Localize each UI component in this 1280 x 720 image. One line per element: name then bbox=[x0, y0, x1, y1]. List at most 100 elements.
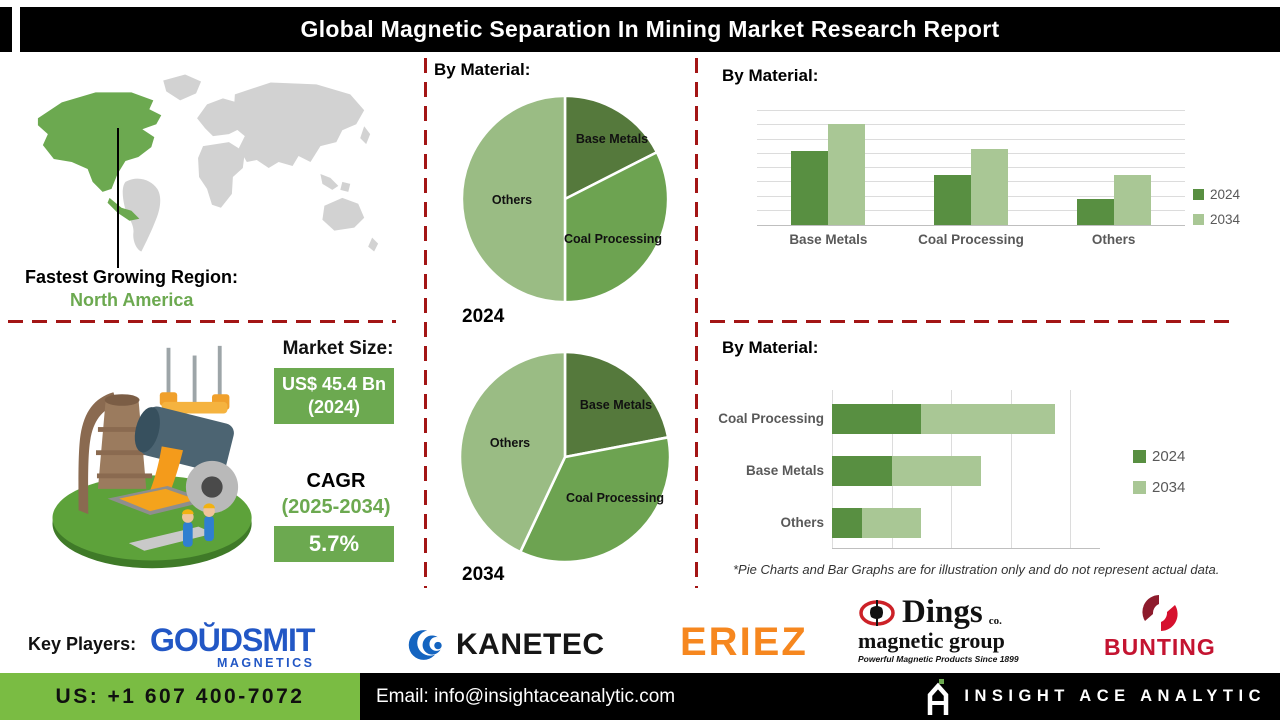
row-label: Base Metals bbox=[745, 463, 824, 478]
bar-segment-2034 bbox=[921, 404, 1056, 434]
dings-tagline: Powerful Magnetic Products Since 1899 bbox=[858, 654, 1019, 665]
footer-email-block: Email: info@insightaceanalytic.com bbox=[360, 673, 1280, 720]
bar-2024 bbox=[933, 175, 971, 225]
bar-track bbox=[832, 508, 1100, 538]
map-se-asia bbox=[320, 173, 339, 190]
world-map bbox=[37, 74, 379, 252]
hbar-chart-title: By Material: bbox=[722, 338, 819, 357]
market-size-label: Market Size: bbox=[282, 338, 394, 359]
column-chart-legend: 2024 2034 bbox=[1193, 187, 1240, 227]
pie-chart-2024: Base Metals Others Coal Processing bbox=[458, 92, 672, 306]
pie-2024-year-label: 2024 bbox=[462, 306, 505, 327]
legend-item-2034: 2034 bbox=[1193, 212, 1240, 227]
legend-swatch bbox=[1133, 481, 1146, 494]
goudsmit-sub-wordmark: MAGNETICS bbox=[216, 656, 315, 670]
legend-item-2024: 2024 bbox=[1193, 187, 1240, 202]
map-south-america bbox=[122, 178, 161, 252]
pie-2024-svg bbox=[460, 94, 670, 304]
bar-segment-2024 bbox=[832, 456, 892, 486]
key-players-label: Key Players: bbox=[28, 634, 137, 654]
map-north-america-highlight bbox=[37, 92, 162, 192]
bar-segment-2024 bbox=[832, 508, 862, 538]
page-title: Global Magnetic Separation In Mining Mar… bbox=[300, 16, 1000, 42]
market-size-year: (2024) bbox=[307, 397, 361, 417]
divider-right-horizontal bbox=[710, 320, 1234, 323]
bunting-wordmark: BUNTING bbox=[1104, 634, 1216, 660]
pie-slice-base-metals bbox=[563, 350, 670, 459]
pie-label-others: Others bbox=[491, 193, 533, 207]
bar-row-others: Others bbox=[702, 508, 1102, 538]
pie-slice-others bbox=[460, 94, 567, 304]
map-indonesia bbox=[340, 181, 351, 192]
map-new-zealand bbox=[368, 237, 379, 252]
mining-illustration bbox=[52, 345, 252, 569]
row-label: Others bbox=[780, 515, 824, 530]
map-japan bbox=[360, 126, 371, 145]
dings-co-label: co. bbox=[988, 615, 1002, 627]
divider-vertical-left bbox=[424, 58, 427, 588]
category-label: Base Metals bbox=[789, 232, 868, 247]
bar-2034 bbox=[828, 123, 866, 225]
pie-section-title: By Material: bbox=[434, 60, 531, 79]
market-size-value-box: US$ 45.4 Bn (2024) bbox=[274, 368, 394, 424]
legend-label: 2024 bbox=[1152, 448, 1186, 465]
legend-item-2034: 2034 bbox=[1133, 479, 1185, 496]
dings-sub-wordmark: magnetic group bbox=[858, 628, 1005, 653]
pie-label-base-metals: Base Metals bbox=[579, 398, 653, 412]
gridline bbox=[757, 138, 1185, 140]
map-asia bbox=[232, 82, 365, 168]
cagr-value-box: 5.7% bbox=[274, 526, 394, 562]
kanetec-wordmark: KANETEC bbox=[456, 628, 605, 661]
pie-label-coal-processing: Coal Processing bbox=[566, 491, 664, 505]
bar-segment-2034 bbox=[891, 456, 981, 486]
bar-segment-2034 bbox=[861, 508, 922, 538]
bar-2034 bbox=[970, 149, 1008, 225]
divider-left-horizontal bbox=[8, 320, 396, 323]
pie-slice-coal-processing bbox=[518, 436, 672, 564]
column-chart-plot-area bbox=[757, 110, 1185, 226]
logo-goudsmit-magnetics: GOŬDSMIT MAGNETICS bbox=[150, 622, 315, 670]
footer-phone: US: +1 607 400-7072 bbox=[55, 684, 305, 708]
market-size-value: US$ 45.4 Bn bbox=[281, 373, 387, 394]
pie-chart-2034: Base Metals Others Coal Processing bbox=[456, 348, 674, 566]
map-africa bbox=[198, 142, 245, 208]
column-chart-title: By Material: bbox=[722, 66, 819, 85]
gridline bbox=[757, 110, 1185, 111]
bar-row-base-metals: Base Metals bbox=[702, 456, 1102, 486]
category-label: Others bbox=[1091, 232, 1136, 247]
bar-2024 bbox=[1076, 199, 1114, 225]
logo-bunting: BUNTING bbox=[1104, 593, 1216, 661]
legend-label: 2024 bbox=[1210, 187, 1241, 202]
legend-swatch bbox=[1193, 214, 1204, 225]
goudsmit-wordmark: GOŬDSMIT bbox=[150, 622, 315, 658]
dings-magnet-icon bbox=[859, 599, 895, 626]
pie-label-coal-processing: Coal Processing bbox=[564, 232, 662, 246]
bar-group-others bbox=[1076, 111, 1151, 225]
hbar-chart-legend: 2024 2034 bbox=[1133, 448, 1185, 496]
cagr-value: 5.7% bbox=[308, 531, 360, 556]
pie-slice-base-metals bbox=[563, 94, 659, 201]
eriez-wordmark: ERIEZ bbox=[680, 620, 808, 664]
hbar-chart-rows: Coal Processing Base Metals Others bbox=[702, 390, 1102, 548]
bar-2034 bbox=[1113, 175, 1151, 225]
gridline bbox=[1070, 390, 1072, 548]
header-notch bbox=[0, 7, 12, 52]
pie-label-base-metals: Base Metals bbox=[575, 132, 649, 146]
cagr-label: CAGR bbox=[306, 470, 366, 492]
legend-item-2024: 2024 bbox=[1133, 448, 1185, 465]
map-central-america bbox=[107, 197, 140, 221]
bar-track bbox=[832, 404, 1100, 434]
gridline bbox=[757, 124, 1185, 126]
fastest-growing-region-value: North America bbox=[70, 290, 194, 310]
pie-2034-year-label: 2034 bbox=[462, 564, 505, 585]
category-label: Coal Processing bbox=[918, 232, 1024, 247]
legend-label: 2034 bbox=[1152, 479, 1186, 496]
disclaimer-note: *Pie Charts and Bar Graphs are for illus… bbox=[733, 562, 1220, 577]
footer-phone-block: US: +1 607 400-7072 bbox=[0, 673, 360, 720]
gridline bbox=[1010, 390, 1012, 548]
pie-2034-svg bbox=[458, 350, 672, 564]
map-australia bbox=[322, 197, 365, 231]
bar-2024 bbox=[791, 150, 829, 225]
legend-swatch bbox=[1193, 189, 1204, 200]
cagr-period: (2025-2034) bbox=[281, 496, 391, 518]
